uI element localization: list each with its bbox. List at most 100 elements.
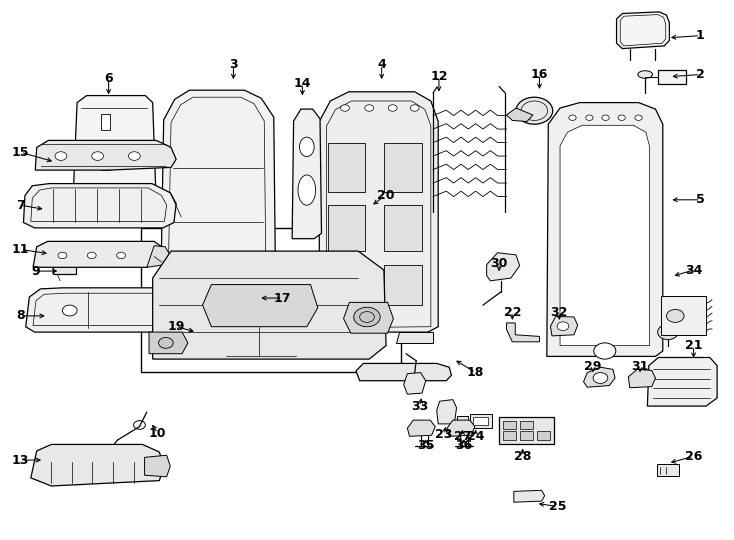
Text: 14: 14 (294, 77, 311, 90)
Circle shape (602, 115, 609, 120)
Polygon shape (356, 363, 451, 381)
Text: 23: 23 (435, 428, 453, 441)
Polygon shape (547, 103, 663, 356)
Polygon shape (396, 332, 433, 343)
Text: 24: 24 (467, 430, 484, 443)
Bar (661, 296, 706, 335)
Text: 19: 19 (167, 320, 185, 333)
Circle shape (569, 115, 576, 120)
Text: 4: 4 (377, 58, 386, 71)
Circle shape (666, 309, 684, 322)
Bar (537, 431, 550, 440)
Polygon shape (170, 330, 200, 341)
Polygon shape (584, 367, 615, 387)
Text: 34: 34 (685, 264, 702, 276)
Polygon shape (73, 96, 156, 192)
Polygon shape (323, 332, 360, 343)
Polygon shape (647, 357, 717, 406)
Circle shape (635, 115, 642, 120)
Ellipse shape (638, 71, 653, 78)
Text: 36: 36 (455, 439, 473, 452)
Text: 11: 11 (12, 243, 29, 256)
Polygon shape (663, 302, 677, 324)
Polygon shape (31, 444, 164, 486)
Polygon shape (153, 251, 386, 359)
Bar (520, 431, 533, 440)
Circle shape (516, 97, 553, 124)
Polygon shape (26, 288, 200, 332)
Polygon shape (344, 302, 393, 333)
Polygon shape (241, 288, 277, 305)
Text: 2: 2 (696, 68, 705, 81)
Polygon shape (33, 241, 165, 267)
Circle shape (365, 105, 374, 111)
Polygon shape (506, 108, 533, 122)
Circle shape (55, 152, 67, 160)
Polygon shape (83, 192, 104, 200)
Polygon shape (160, 90, 276, 330)
Polygon shape (617, 12, 669, 49)
Text: 31: 31 (631, 360, 649, 373)
Circle shape (87, 252, 96, 259)
Bar (657, 464, 679, 476)
Polygon shape (149, 332, 188, 354)
Bar (101, 155, 110, 170)
Circle shape (658, 325, 678, 340)
Text: 15: 15 (12, 146, 29, 159)
Text: 26: 26 (685, 450, 702, 463)
Circle shape (618, 115, 625, 120)
Text: 25: 25 (549, 500, 567, 513)
Text: 29: 29 (584, 360, 602, 373)
Text: 22: 22 (504, 306, 521, 319)
Circle shape (159, 338, 173, 348)
Circle shape (62, 305, 77, 316)
Polygon shape (145, 455, 170, 477)
Polygon shape (23, 184, 176, 228)
Polygon shape (404, 373, 426, 394)
Bar (473, 417, 488, 425)
Bar (328, 205, 365, 251)
Text: 10: 10 (149, 427, 167, 440)
Text: 1: 1 (696, 29, 705, 42)
Polygon shape (560, 125, 650, 346)
Polygon shape (203, 285, 318, 327)
Bar (101, 114, 110, 130)
Circle shape (410, 105, 419, 111)
Bar (53, 264, 76, 274)
Bar (520, 421, 533, 429)
Text: 35: 35 (417, 439, 435, 452)
Circle shape (128, 152, 140, 160)
Bar (328, 265, 365, 305)
Polygon shape (487, 253, 520, 281)
Bar (141, 228, 401, 372)
Ellipse shape (299, 137, 314, 157)
Polygon shape (319, 92, 438, 332)
Text: 9: 9 (31, 265, 40, 278)
Polygon shape (292, 109, 321, 239)
Text: 13: 13 (12, 454, 29, 467)
Text: 6: 6 (104, 72, 113, 85)
Text: 3: 3 (229, 58, 238, 71)
Polygon shape (447, 420, 475, 436)
Bar (384, 143, 422, 192)
Circle shape (557, 322, 569, 330)
Bar (384, 265, 422, 305)
Circle shape (92, 152, 103, 160)
Bar (328, 143, 365, 192)
Text: 27: 27 (454, 430, 471, 443)
Polygon shape (506, 323, 539, 342)
Polygon shape (628, 369, 655, 388)
Polygon shape (35, 140, 176, 170)
Bar (499, 417, 554, 444)
Circle shape (341, 105, 349, 111)
Text: 18: 18 (467, 366, 484, 379)
Bar (503, 421, 516, 429)
Bar (457, 416, 468, 428)
Bar (470, 414, 492, 428)
Circle shape (594, 343, 616, 359)
Text: 12: 12 (430, 70, 448, 83)
Polygon shape (121, 192, 145, 200)
Text: 20: 20 (377, 189, 394, 202)
Text: 7: 7 (16, 199, 25, 212)
Text: 8: 8 (16, 309, 25, 322)
